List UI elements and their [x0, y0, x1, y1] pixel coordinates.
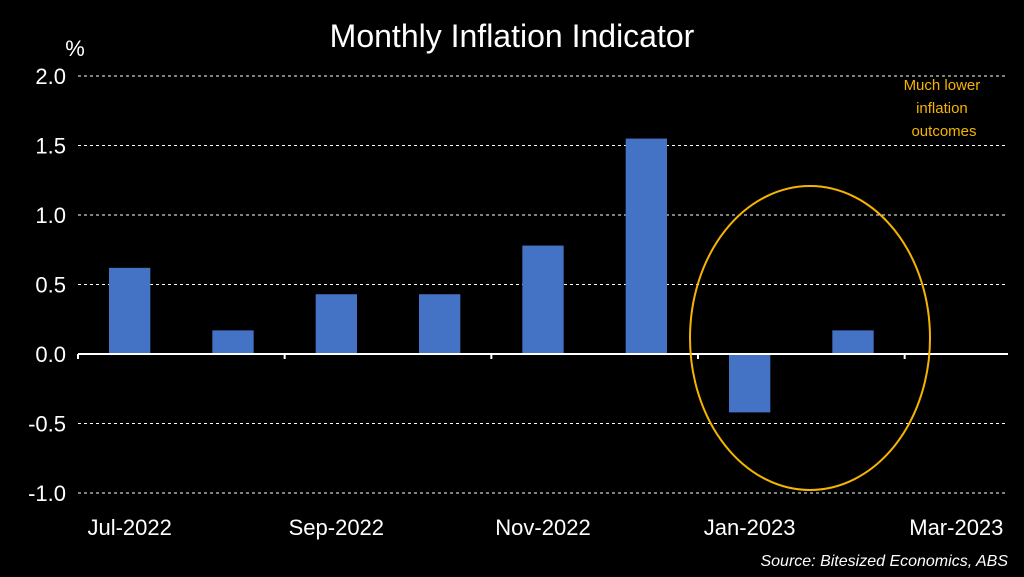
- x-tick-label: Sep-2022: [289, 515, 384, 540]
- bar: [729, 354, 771, 413]
- y-tick-label: -1.0: [28, 481, 66, 506]
- y-axis-unit-label: %: [65, 36, 85, 61]
- bar: [625, 138, 667, 354]
- annotation-line: outcomes: [911, 123, 976, 140]
- annotation-circle: [689, 185, 931, 491]
- y-tick-label: -0.5: [28, 412, 66, 437]
- chart-title: Monthly Inflation Indicator: [330, 18, 695, 54]
- y-tick-label: 0.0: [35, 342, 66, 367]
- bar: [832, 330, 874, 354]
- annotation-line: Much lower: [904, 77, 981, 94]
- y-tick-label: 2.0: [35, 64, 66, 89]
- annotation-line: inflation: [916, 100, 968, 117]
- x-tick-label: Jan-2023: [704, 515, 796, 540]
- bar: [315, 294, 357, 354]
- x-tick-labels: Jul-2022 Sep-2022 Nov-2022 Jan-2023 Mar-2023: [87, 515, 1003, 540]
- annotation-text: Much lower inflation outcomes: [904, 77, 985, 140]
- x-tick-label: Nov-2022: [495, 515, 590, 540]
- bar: [212, 330, 254, 354]
- y-tick-label: 1.5: [35, 134, 66, 159]
- bar: [419, 294, 461, 354]
- x-axis: [77, 353, 1008, 359]
- x-tick-label: Mar-2023: [909, 515, 1003, 540]
- bars: [109, 138, 874, 413]
- bar: [109, 267, 151, 354]
- y-tick-label: 1.0: [35, 203, 66, 228]
- bar: [522, 245, 564, 354]
- x-tick-label: Jul-2022: [87, 515, 171, 540]
- y-tick-label: 0.5: [35, 273, 66, 298]
- y-tick-labels: 2.0 1.5 1.0 0.5 0.0 -0.5 -1.0: [28, 64, 66, 506]
- source-note: Source: Bitesized Economics, ABS: [760, 553, 1008, 570]
